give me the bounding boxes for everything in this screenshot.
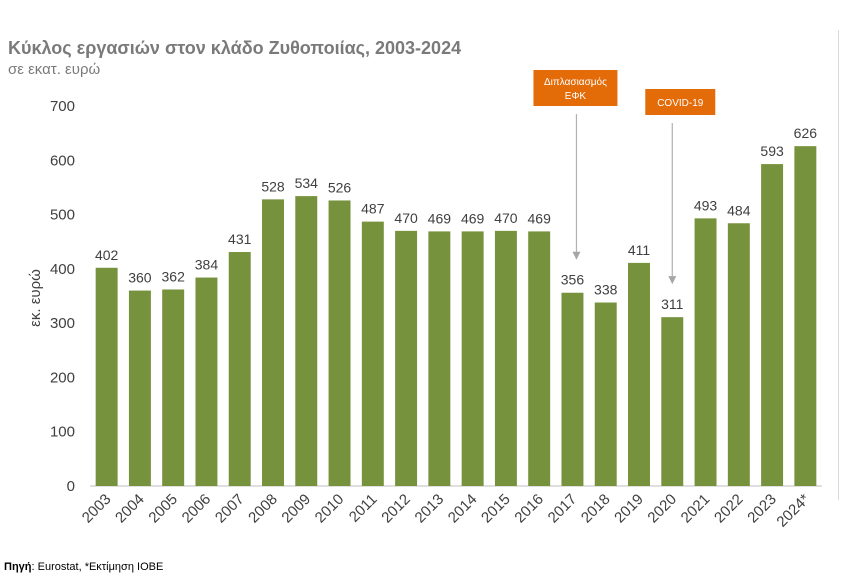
value-label: 493 xyxy=(694,197,718,213)
x-tick-label: 2020 xyxy=(644,491,680,527)
annotation-arrow-head xyxy=(668,276,677,285)
bar-2016 xyxy=(528,231,551,486)
x-tick-label: 2017 xyxy=(545,491,581,527)
x-tick-label: 2014 xyxy=(445,491,481,527)
annotation-box xyxy=(533,70,618,106)
x-tick-label: 2006 xyxy=(179,491,215,527)
source-label: Πηγή xyxy=(4,561,32,573)
bar-2009 xyxy=(295,196,318,486)
source-text: : Eurostat, *Εκτίμηση ΙΟΒΕ xyxy=(31,561,164,573)
bar-2017 xyxy=(561,292,584,486)
value-label: 470 xyxy=(394,210,418,226)
value-label: 469 xyxy=(461,210,485,226)
y-tick-label: 100 xyxy=(50,424,75,441)
x-tick-label: 2022 xyxy=(711,491,747,527)
bar-2006 xyxy=(195,277,218,486)
bar-2004 xyxy=(128,290,151,486)
annotation-text: Διπλασιασμός xyxy=(544,76,607,88)
value-label: 402 xyxy=(95,247,119,263)
annotations: Διπλασιασμός ΕΦΚ COVID-19 xyxy=(533,70,716,285)
bar-2018 xyxy=(594,302,617,486)
bar-2010 xyxy=(328,200,351,486)
x-tick-label: 2010 xyxy=(312,491,348,527)
x-tick-label: 2019 xyxy=(611,491,647,527)
y-tick-label: 500 xyxy=(50,207,75,224)
annotation-text: ΕΦΚ xyxy=(565,91,587,102)
value-label: 534 xyxy=(295,175,319,191)
bars xyxy=(95,146,817,487)
value-label: 311 xyxy=(661,296,684,312)
x-tick-label: 2016 xyxy=(511,491,547,527)
value-label: 626 xyxy=(794,125,818,141)
x-tick-label: 2011 xyxy=(346,491,381,526)
divider xyxy=(838,30,839,500)
bar-2021 xyxy=(694,218,717,486)
y-tick-label: 0 xyxy=(67,478,75,495)
bar-2003 xyxy=(95,267,118,486)
bar-2020 xyxy=(661,317,684,486)
y-tick-label: 600 xyxy=(50,152,75,169)
y-tick-label: 200 xyxy=(50,369,75,386)
bar-2005 xyxy=(162,289,185,486)
annotation-text: COVID-19 xyxy=(657,98,704,109)
value-label: 593 xyxy=(760,143,784,159)
y-tick-label: 700 xyxy=(50,98,75,115)
value-label: 356 xyxy=(561,272,585,288)
annotation-box xyxy=(645,89,716,115)
x-tick-label: 2003 xyxy=(79,491,115,527)
bar-2011 xyxy=(361,221,384,486)
bar-2023 xyxy=(761,164,784,487)
x-tick-label: 2021 xyxy=(678,491,714,527)
source-note: Πηγή: Eurostat, *Εκτίμηση ΙΟΒΕ xyxy=(4,561,163,573)
bar-2022 xyxy=(727,223,750,486)
y-tick-label: 300 xyxy=(50,315,75,332)
x-tick-label: 2024* xyxy=(773,491,813,531)
x-tick-label: 2018 xyxy=(578,491,614,527)
chart-subtitle: σε εκατ. ευρώ xyxy=(8,61,101,78)
bar-2015 xyxy=(494,230,517,486)
value-label: 469 xyxy=(528,210,552,226)
y-tick-label: 400 xyxy=(50,261,75,278)
x-tick-label: 2007 xyxy=(212,491,248,527)
value-label: 431 xyxy=(228,231,252,247)
bar-2014 xyxy=(461,231,484,486)
value-label: 360 xyxy=(128,270,152,286)
bar-2008 xyxy=(262,199,284,486)
x-tick-label: 2005 xyxy=(145,491,181,527)
annotation-arrow-head xyxy=(572,251,581,260)
bar-2024 xyxy=(794,146,817,486)
chart-title: Κύκλος εργασιών στον κλάδο Ζυθοποιίας, 2… xyxy=(8,38,462,58)
value-label: 362 xyxy=(162,268,186,284)
bar-chart: 0 100 200 300 400 500 600 700 402 360 362 384 431 52… xyxy=(27,70,822,531)
x-tick-label: 2004 xyxy=(112,491,148,527)
x-tick-label: 2015 xyxy=(478,491,514,527)
value-label: 384 xyxy=(195,257,219,273)
y-axis-label: εκ. ευρώ xyxy=(27,269,44,327)
x-tick-label: 2013 xyxy=(412,491,448,527)
value-label: 411 xyxy=(628,242,651,258)
bar-2013 xyxy=(428,231,451,486)
value-label: 484 xyxy=(727,202,751,218)
x-tick-label: 2008 xyxy=(245,491,281,527)
value-label: 469 xyxy=(428,210,452,226)
value-label: 526 xyxy=(328,179,352,195)
x-tick-label: 2023 xyxy=(744,491,780,527)
value-label: 528 xyxy=(261,178,285,194)
value-label: 470 xyxy=(494,210,518,226)
bar-2007 xyxy=(228,252,251,486)
bar-2012 xyxy=(395,230,418,486)
x-axis: 2003200420052006200720082009201020112012… xyxy=(79,491,813,531)
value-labels: 402 360 362 384 431 528 534 526 487 470 469 469 470 4… xyxy=(95,125,817,312)
value-label: 487 xyxy=(361,201,385,217)
value-label: 338 xyxy=(594,282,618,298)
x-tick-label: 2009 xyxy=(278,491,314,527)
bar-2019 xyxy=(628,262,650,486)
x-tick-label: 2012 xyxy=(378,491,414,527)
